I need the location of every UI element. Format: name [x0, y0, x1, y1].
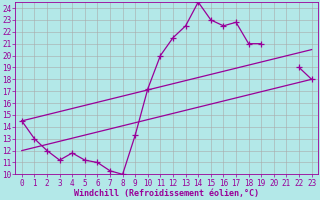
X-axis label: Windchill (Refroidissement éolien,°C): Windchill (Refroidissement éolien,°C) — [74, 189, 259, 198]
